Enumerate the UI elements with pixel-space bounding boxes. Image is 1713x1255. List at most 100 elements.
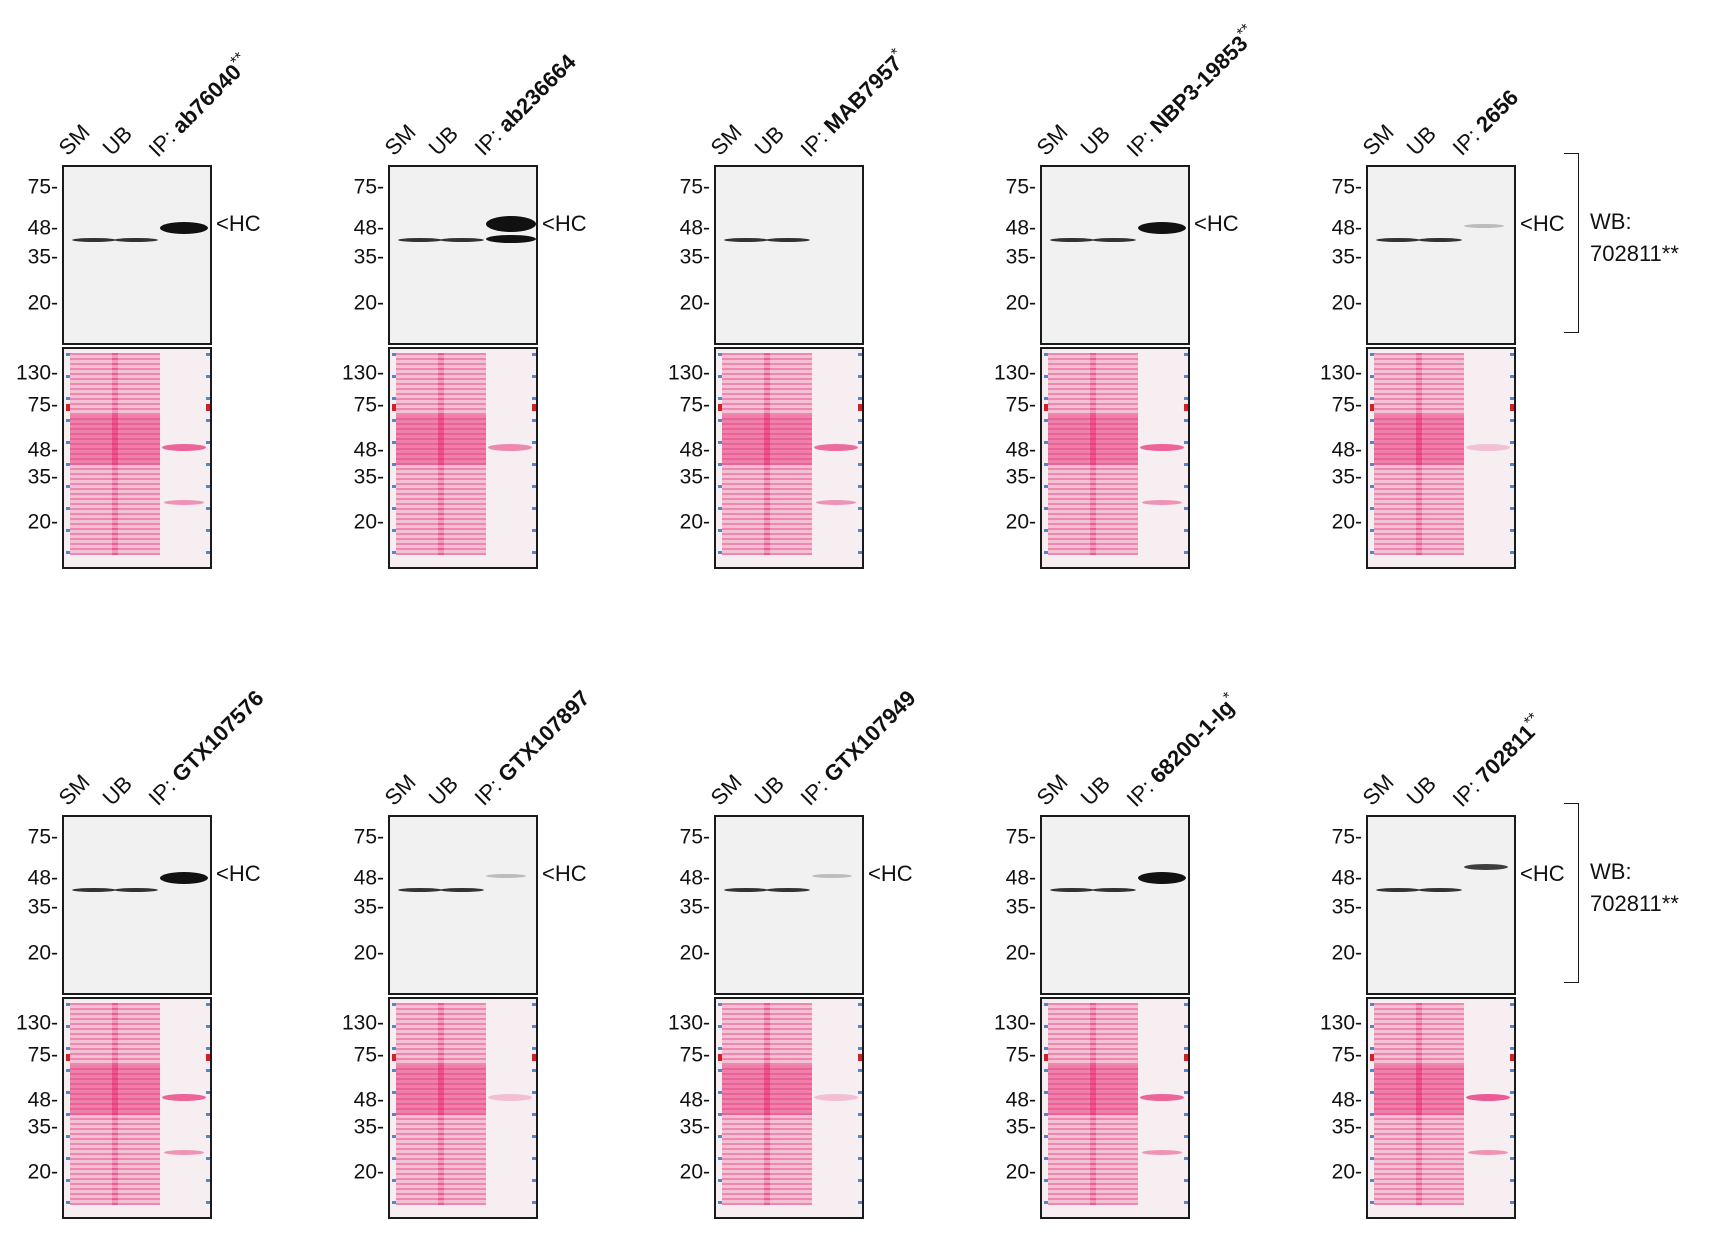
ladder-red-marker: [858, 1054, 862, 1061]
mw-marker: 20-: [1331, 1160, 1362, 1184]
hc-label: <HC: [216, 211, 261, 236]
ponceau-ip-band: [814, 444, 858, 451]
mw-marker: 75-: [353, 175, 384, 199]
ponceau-lane: [764, 1003, 812, 1205]
protein-band: [724, 888, 768, 892]
mw-marker: 48-: [1331, 438, 1362, 462]
ponceau-light-chain-band: [1468, 1150, 1508, 1155]
ladder-red-marker: [1044, 1054, 1048, 1061]
protein-band: [766, 888, 810, 892]
lane-label-ip: IP: 68200-1-Ig*: [1121, 689, 1244, 812]
ladder-red-marker: [206, 404, 210, 411]
ponceau-stain: [388, 997, 538, 1219]
wb-label-line2: 702811**: [1590, 890, 1679, 916]
mw-marker: 48-: [1005, 866, 1036, 890]
ponceau-lane-dense: [112, 1065, 160, 1115]
protein-band: [1092, 238, 1136, 242]
ip-lower-band: [486, 235, 536, 243]
mw-marker: 75-: [1005, 175, 1036, 199]
ladder-red-marker: [1184, 404, 1188, 411]
lane-label-sm: SM: [379, 769, 421, 811]
mw-marker: 48-: [679, 216, 710, 240]
ponceau-lane: [70, 1003, 118, 1205]
ladder-red-marker: [718, 1054, 722, 1061]
ip-heavy-chain-band: [812, 874, 852, 878]
mw-marker: 75-: [1005, 825, 1036, 849]
ponceau-stain: [714, 997, 864, 1219]
ponceau-stain: [62, 347, 212, 569]
protein-band: [114, 888, 158, 892]
ladder-red-marker: [1044, 404, 1048, 411]
lane-label-ip: IP: GTX107576: [144, 685, 270, 811]
mw-marker: 35-: [679, 895, 710, 919]
ponceau-lane: [1090, 1003, 1138, 1205]
blot-panel-6: SM UB IP: GTX107576 75- 48- 35- 20- <HC 130- 75- 4…: [10, 660, 330, 1220]
ladder-lane: [718, 1003, 722, 1213]
ponceau-stain: [1040, 347, 1190, 569]
ladder-lane: [1510, 1003, 1514, 1213]
wb-label-line1: WB:: [1590, 859, 1632, 884]
ladder-lane: [1044, 353, 1048, 563]
mw-marker: 75-: [353, 393, 384, 417]
mw-marker: 48-: [353, 866, 384, 890]
antibody-name: MAB7957: [818, 50, 907, 139]
mw-marker: 75-: [353, 825, 384, 849]
ponceau-ip-band: [1466, 1094, 1510, 1101]
lane-label-ub: UB: [97, 121, 137, 161]
ponceau-lane-dense: [722, 1065, 770, 1115]
hc-label: <HC: [216, 861, 261, 886]
mw-marker: 75-: [679, 825, 710, 849]
mw-marker: 20-: [27, 941, 58, 965]
protein-band: [1050, 238, 1094, 242]
ladder-lane: [1370, 1003, 1374, 1213]
lane-label-ip: IP: ab236664: [470, 49, 582, 161]
antibody-name: ab76040: [166, 59, 247, 139]
ladder-lane: [1184, 353, 1188, 563]
mw-marker: 48-: [27, 866, 58, 890]
ponceau-lane-dense: [764, 1065, 812, 1115]
mw-marker: 35-: [353, 245, 384, 269]
hc-label: <HC: [542, 211, 587, 236]
hc-label: <HC: [1520, 211, 1565, 236]
mw-marker: 48-: [679, 438, 710, 462]
ponceau-ip-band: [162, 444, 206, 451]
mw-marker: 130-: [341, 361, 384, 385]
ponceau-lane: [438, 1003, 486, 1205]
mw-marker: 75-: [27, 825, 58, 849]
ponceau-light-chain-band: [1142, 500, 1182, 505]
ponceau-ip-band: [488, 444, 532, 451]
mw-marker: 20-: [679, 291, 710, 315]
mw-marker: 20-: [1005, 510, 1036, 534]
ladder-red-marker: [66, 404, 70, 411]
ponceau-lane-dense: [722, 415, 770, 465]
wb-bracket: [1564, 153, 1579, 333]
mw-marker: 48-: [353, 438, 384, 462]
ladder-red-marker: [532, 1054, 536, 1061]
antibody-name: 702811: [1470, 719, 1540, 789]
mw-marker: 35-: [1331, 465, 1362, 489]
ponceau-stain: [1366, 997, 1516, 1219]
lane-label-ip: IP: NBP3-19853**: [1121, 21, 1262, 162]
mw-marker: 20-: [679, 941, 710, 965]
mw-marker: 20-: [353, 510, 384, 534]
mw-marker: 20-: [353, 1160, 384, 1184]
mw-marker: 130-: [993, 1011, 1036, 1035]
wb-bracket: [1564, 803, 1579, 983]
mw-marker: 35-: [27, 1115, 58, 1139]
protein-band: [398, 888, 442, 892]
mw-marker: 20-: [27, 1160, 58, 1184]
lane-label-sm: SM: [705, 769, 747, 811]
ponceau-light-chain-band: [164, 500, 204, 505]
ponceau-stain: [1366, 347, 1516, 569]
blot-panel-10: SM UB IP: 702811** 75- 48- 35- 20- <HC 130- 75- 48…: [1314, 660, 1634, 1220]
ponceau-ip-band: [814, 1094, 858, 1101]
ladder-lane: [206, 353, 210, 563]
ponceau-light-chain-band: [1142, 1150, 1182, 1155]
blot-panel-8: SM UB IP: GTX107949 75- 48- 35- 20- <HC 130- 75- 4…: [662, 660, 982, 1220]
protein-band: [114, 238, 158, 242]
blot-panel-3: SM UB IP: MAB7957* 75- 48- 35- 20- 130- 75- 48- 35…: [662, 10, 982, 570]
lane-label-sm: SM: [1357, 119, 1399, 161]
mw-marker: 75-: [1331, 1043, 1362, 1067]
ponceau-ip-band: [1466, 444, 1510, 451]
mw-marker: 35-: [1331, 245, 1362, 269]
